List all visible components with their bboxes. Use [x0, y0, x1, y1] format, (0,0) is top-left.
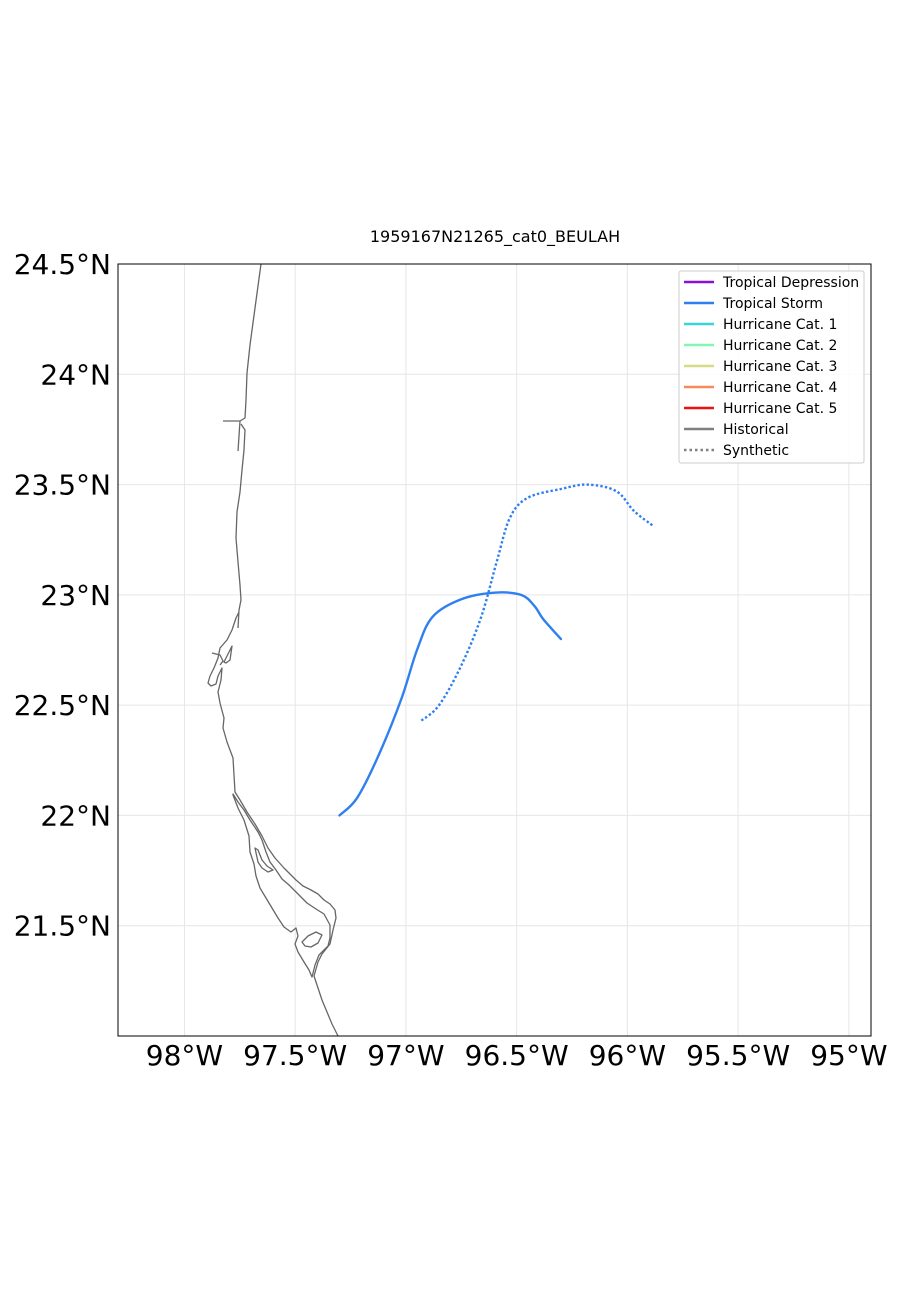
legend-label: Hurricane Cat. 4	[723, 380, 838, 396]
x-tick-label: 96.5°W	[465, 1039, 569, 1072]
y-axis-ticks: 21.5°N 22°N 22.5°N 23°N 23.5°N 24°N 24.5°N	[14, 248, 111, 943]
coastline-segment	[211, 645, 233, 666]
legend-label: Hurricane Cat. 5	[723, 401, 837, 417]
coastline	[207, 263, 339, 1037]
x-tick-label: 98°W	[146, 1039, 223, 1072]
y-tick-label: 24.5°N	[14, 248, 111, 281]
legend-box	[678, 270, 865, 464]
historical-track-line	[338, 591, 563, 817]
storm-tracks	[338, 483, 655, 817]
plot-frame	[117, 263, 872, 1037]
chart-title: 1959167N21265_cat0_BEULAH	[370, 227, 620, 247]
y-tick-label: 24°N	[40, 358, 111, 391]
x-tick-label: 97°W	[367, 1039, 444, 1072]
coastline-segment	[254, 847, 274, 873]
x-tick-label: 95.5°W	[686, 1039, 790, 1072]
legend-label: Tropical Depression	[722, 275, 859, 291]
x-tick-label: 97.5°W	[243, 1039, 347, 1072]
legend-items: Tropical Depression Tropical Storm Hurrica…	[684, 275, 859, 459]
x-tick-label: 95°W	[810, 1039, 887, 1072]
coastline-segment	[207, 263, 339, 1037]
coastline-segment	[232, 793, 331, 978]
legend-label: Hurricane Cat. 3	[723, 359, 837, 375]
legend-label: Historical	[723, 422, 789, 438]
synthetic-track-line	[420, 483, 655, 722]
legend-label: Tropical Storm	[722, 296, 823, 312]
x-axis-ticks: 98°W 97.5°W 97°W 96.5°W 96°W 95.5°W 95°W	[146, 1039, 888, 1072]
y-tick-label: 22.5°N	[14, 689, 111, 722]
y-tick-label: 21.5°N	[14, 910, 111, 943]
legend-label: Hurricane Cat. 2	[723, 338, 837, 354]
x-tick-label: 96°W	[589, 1039, 666, 1072]
legend-label: Synthetic	[723, 443, 789, 459]
y-tick-label: 23.5°N	[14, 469, 111, 502]
coastline-segment	[301, 931, 323, 948]
legend: Tropical Depression Tropical Storm Hurrica…	[678, 270, 865, 464]
y-tick-label: 22°N	[40, 799, 111, 832]
legend-label: Hurricane Cat. 1	[723, 317, 837, 333]
y-tick-label: 23°N	[40, 579, 111, 612]
